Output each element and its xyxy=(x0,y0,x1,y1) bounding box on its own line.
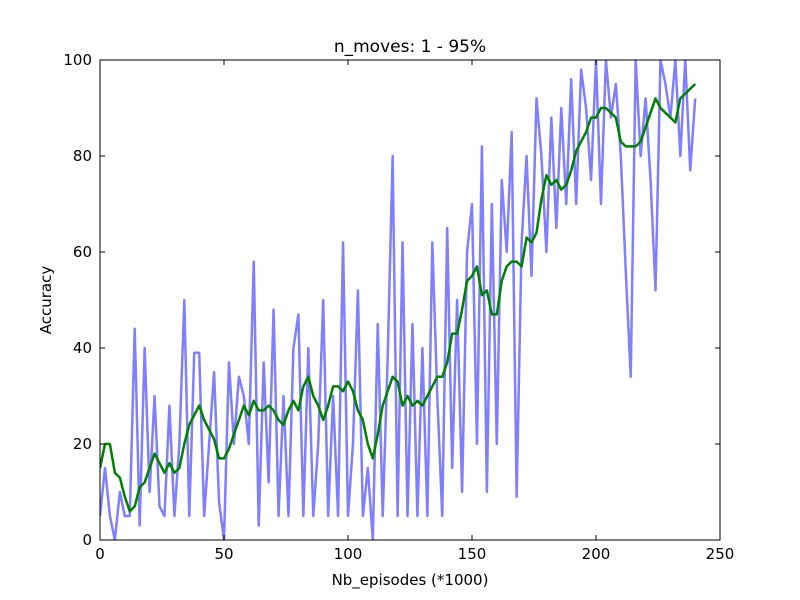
y-tick-label: 0 xyxy=(82,531,92,549)
x-tick-label: 250 xyxy=(706,545,735,563)
x-tick-label: 150 xyxy=(458,545,487,563)
x-tick-label: 0 xyxy=(95,545,105,563)
y-tick-label: 60 xyxy=(73,243,92,261)
y-tick-label: 80 xyxy=(73,147,92,165)
y-axis-label: Accuracy xyxy=(37,266,55,335)
y-tick-label: 40 xyxy=(73,339,92,357)
axes-frame xyxy=(99,59,721,541)
y-tick-label: 20 xyxy=(73,435,92,453)
series-line xyxy=(100,60,697,540)
x-tick-label: 200 xyxy=(582,545,611,563)
chart-title: n_moves: 1 - 95% xyxy=(334,37,486,57)
x-axis-label: Nb_episodes (*1000) xyxy=(332,571,489,590)
y-tick-label: 100 xyxy=(63,51,92,69)
x-tick-label: 50 xyxy=(214,545,233,563)
x-tick-label: 100 xyxy=(334,545,363,563)
series-line xyxy=(100,83,697,513)
plot-area xyxy=(100,60,697,540)
